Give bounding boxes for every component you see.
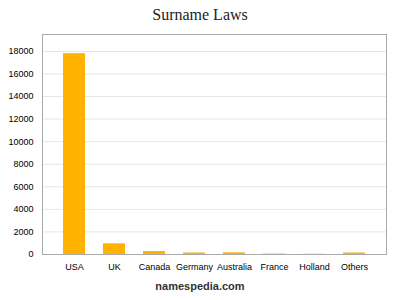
svg-text:12000: 12000 bbox=[8, 114, 33, 124]
svg-text:Canada: Canada bbox=[139, 262, 171, 272]
svg-text:France: France bbox=[260, 262, 288, 272]
svg-text:4000: 4000 bbox=[13, 204, 33, 214]
svg-text:16000: 16000 bbox=[8, 69, 33, 79]
svg-text:6000: 6000 bbox=[13, 182, 33, 192]
svg-text:14000: 14000 bbox=[8, 91, 33, 101]
svg-text:18000: 18000 bbox=[8, 46, 33, 56]
html-text:namespedia.com: namespedia.com bbox=[155, 280, 245, 292]
svg-text:Holland: Holland bbox=[299, 262, 330, 272]
svg-text:2000: 2000 bbox=[13, 227, 33, 237]
svg-text:Australia: Australia bbox=[217, 262, 252, 272]
svg-text:10000: 10000 bbox=[8, 137, 33, 147]
svg-text:0: 0 bbox=[28, 249, 33, 259]
svg-text:Others: Others bbox=[341, 262, 369, 272]
html-text:Surname Laws: Surname Laws bbox=[152, 6, 248, 23]
svg-text:UK: UK bbox=[108, 262, 121, 272]
svg-text:USA: USA bbox=[65, 262, 84, 272]
svg-text:Germany: Germany bbox=[176, 262, 214, 272]
svg-text:8000: 8000 bbox=[13, 159, 33, 169]
